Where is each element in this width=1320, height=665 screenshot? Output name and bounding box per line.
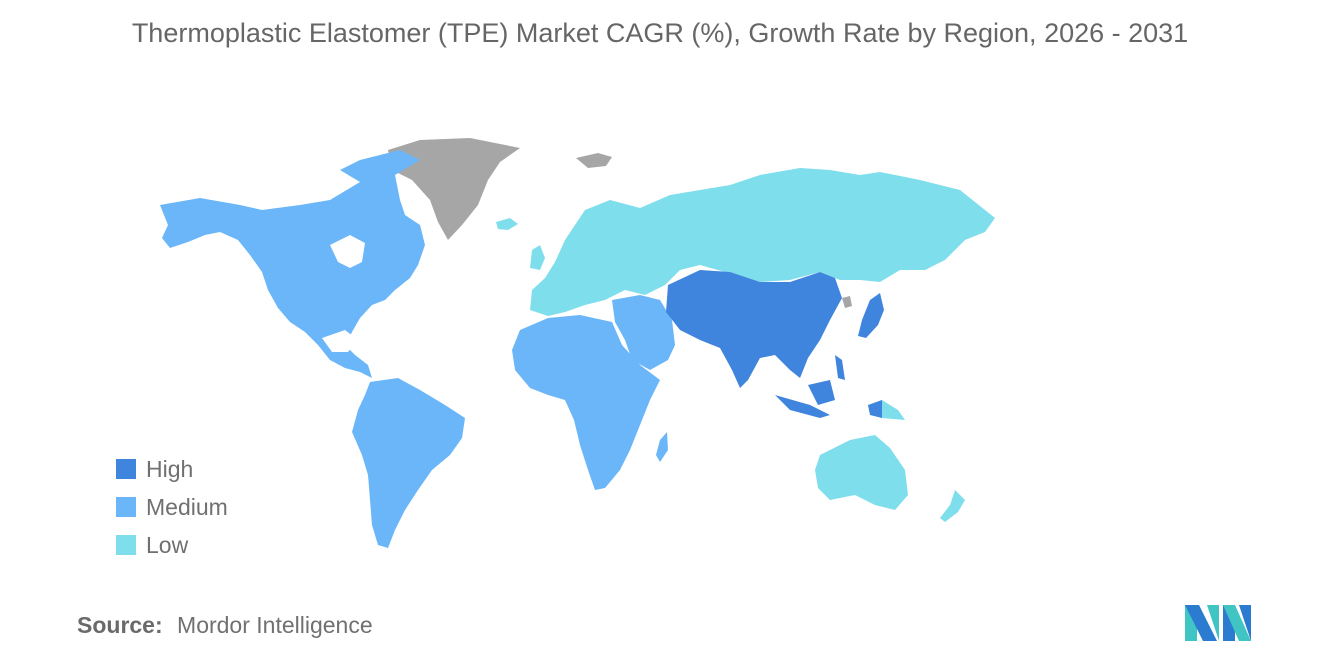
legend-label-high: High	[146, 455, 194, 482]
legend-item-low: Low	[116, 526, 228, 564]
source-line: Source: Mordor Intelligence	[77, 612, 373, 639]
legend-swatch-low	[116, 535, 136, 555]
region-north-korea	[842, 296, 852, 308]
region-iceland	[496, 218, 518, 230]
region-svalbard	[576, 153, 612, 168]
region-north-america	[160, 150, 425, 378]
region-new-zealand	[940, 490, 965, 522]
region-south-america	[352, 378, 465, 548]
legend-label-low: Low	[146, 531, 189, 558]
legend-item-medium: Medium	[116, 488, 228, 526]
region-japan	[858, 293, 884, 338]
water-hudson-bay	[330, 235, 365, 268]
region-middle-east	[612, 295, 675, 370]
legend-item-high: High	[116, 450, 228, 488]
region-asia-pacific	[666, 270, 842, 388]
region-papua-west	[868, 400, 882, 418]
region-europe-russia	[530, 168, 995, 316]
region-borneo	[808, 380, 835, 405]
chart-title: Thermoplastic Elastomer (TPE) Market CAG…	[131, 18, 1189, 48]
source-value: Mordor Intelligence	[177, 612, 373, 638]
legend: High Medium Low	[116, 450, 228, 564]
legend-label-medium: Medium	[146, 493, 228, 520]
water-gulf	[322, 330, 358, 352]
legend-swatch-medium	[116, 497, 136, 517]
region-papua-new-guinea	[882, 400, 905, 420]
region-madagascar	[656, 432, 668, 462]
legend-swatch-high	[116, 459, 136, 479]
region-philippines	[835, 355, 845, 380]
mordor-logo-icon	[1185, 605, 1251, 641]
region-greenland	[388, 138, 520, 240]
region-africa	[512, 315, 660, 490]
region-indonesia	[775, 395, 830, 418]
region-australia	[815, 435, 908, 510]
region-uk	[530, 245, 545, 270]
source-key: Source:	[77, 612, 163, 638]
